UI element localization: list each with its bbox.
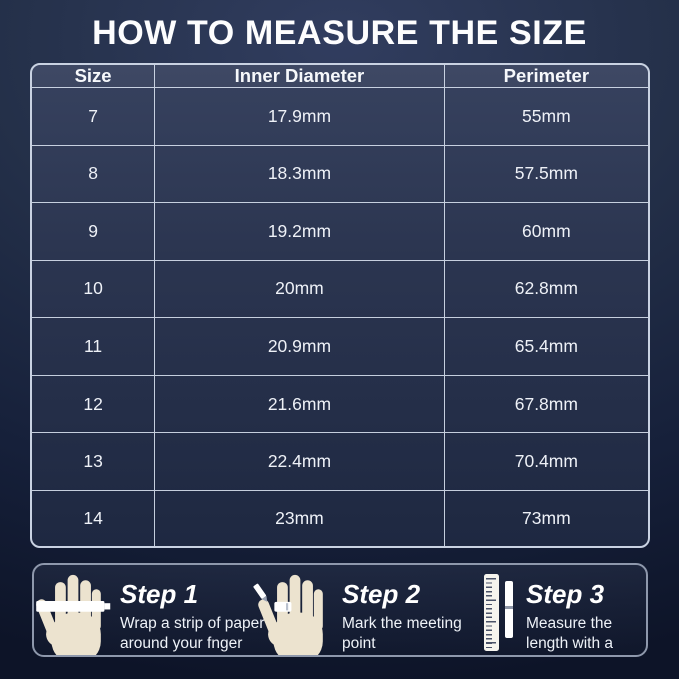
step-1-label: Step 1 [120,579,199,609]
hand-with-paper-strip-icon [36,574,111,655]
column-header-size: Size [32,65,156,88]
table-row: 10 20mm 62.8mm [32,260,648,319]
ruler-icon [484,574,499,651]
ruler-and-strip-icon [484,574,513,651]
table-row: 14 23mm 73mm [32,490,648,546]
perimeter-cell: 62.8mm [444,261,648,319]
size-table-container: Size Inner Diameter Perimeter 7 17.9mm 5… [30,63,650,548]
inner-diameter-cell: 20mm [155,260,445,319]
size-cell: 13 [32,433,156,491]
step-1: Step 1 Wrap a strip of paper around your… [36,573,282,655]
inner-diameter-cell: 22.4mm [155,433,445,491]
perimeter-cell: 70.4mm [444,433,648,491]
inner-diameter-cell: 21.6mm [155,375,445,434]
perimeter-cell: 60mm [444,203,648,261]
step-1-text: Step 1 Wrap a strip of paper around your… [120,581,282,655]
inner-diameter-cell: 20.9mm [155,318,445,376]
paper-strip-icon [505,581,513,638]
column-header-perimeter: Perimeter [444,65,648,88]
step-2-label: Step 2 [342,579,421,609]
size-cell: 8 [32,145,156,204]
hand-with-pencil-mark-icon [253,574,323,655]
size-table: Size Inner Diameter Perimeter 7 17.9mm 5… [32,65,648,546]
perimeter-cell: 65.4mm [444,318,648,376]
step-3: Step 3 Measure the length with a ruler [484,573,646,655]
inner-diameter-cell: 18.3mm [155,145,445,204]
inner-diameter-cell: 19.2mm [155,203,445,261]
column-header-inner-diameter: Inner Diameter [155,65,445,88]
size-cell: 10 [32,260,156,319]
step-2-description: Mark the meeting point [342,615,462,653]
page-title: HOW TO MEASURE THE SIZE [92,14,587,52]
steps-panel: Step 1 Wrap a strip of paper around your… [32,563,648,657]
step-3-label: Step 3 [526,579,605,609]
table-row: 7 17.9mm 55mm [32,88,648,146]
inner-diameter-cell: 23mm [155,490,445,546]
size-cell: 14 [32,490,156,546]
table-header-row: Size Inner Diameter Perimeter [32,65,648,88]
perimeter-cell: 67.8mm [444,376,648,434]
perimeter-cell: 57.5mm [444,146,648,204]
step-3-description: Measure the length with a ruler [526,615,614,653]
step-1-description: Wrap a strip of paper around your fnger [120,615,265,653]
step-2: Step 2 Mark the meeting point [253,573,470,655]
step-2-text: Step 2 Mark the meeting point [342,581,470,655]
perimeter-cell: 73mm [522,507,571,528]
table-row: 13 22.4mm 70.4mm [32,433,648,491]
step-3-text: Step 3 Measure the length with a ruler [526,579,646,655]
table-row: 11 20.9mm 65.4mm [32,318,648,376]
size-cell: 11 [32,318,156,376]
table-row: 8 18.3mm 57.5mm [32,145,648,204]
table-row: 9 19.2mm 60mm [32,203,648,261]
inner-diameter-cell: 17.9mm [155,88,445,146]
size-cell: 7 [32,88,156,146]
table-row: 12 21.6mm 67.8mm [32,375,648,434]
table-body: 7 17.9mm 55mm 8 18.3mm 57.5mm 9 19.2mm 6… [32,88,648,546]
size-cell: 12 [32,375,156,434]
perimeter-cell: 55mm [444,88,648,146]
size-cell: 9 [32,203,156,261]
